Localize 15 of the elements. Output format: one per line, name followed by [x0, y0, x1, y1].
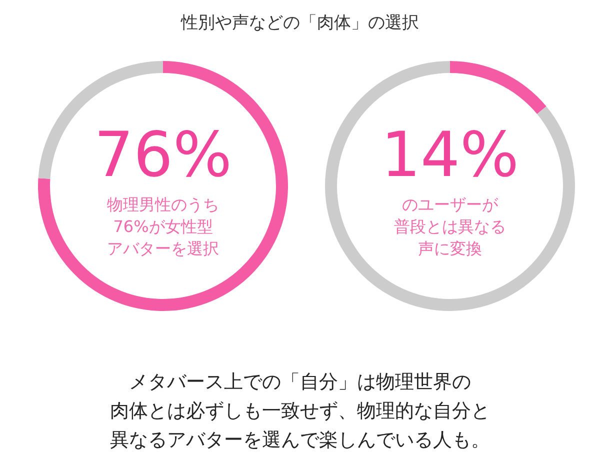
text: 異なるアバターを選んで楽しんでいる人も。	[110, 429, 490, 451]
text: 物理男性のうち	[107, 195, 219, 214]
chart-title: 性別や声などの「肉体」の選択	[180, 13, 419, 33]
text: 肉体とは必ずしも一致せず、物理的な自分と	[110, 400, 490, 422]
text: 14%	[381, 118, 519, 191]
donut-slice	[450, 61, 546, 114]
donut-slice	[38, 61, 288, 311]
text: 普段とは異なる	[394, 217, 506, 236]
text: アバターを選択	[107, 239, 219, 258]
text: メタバース上での「自分」は物理世界の	[129, 371, 471, 393]
text: のユーザーが	[402, 195, 499, 214]
text: 声に変換	[418, 239, 482, 258]
donut-slice	[325, 61, 575, 311]
text: 76%が女性型	[113, 217, 213, 236]
text: 76%	[94, 118, 232, 191]
